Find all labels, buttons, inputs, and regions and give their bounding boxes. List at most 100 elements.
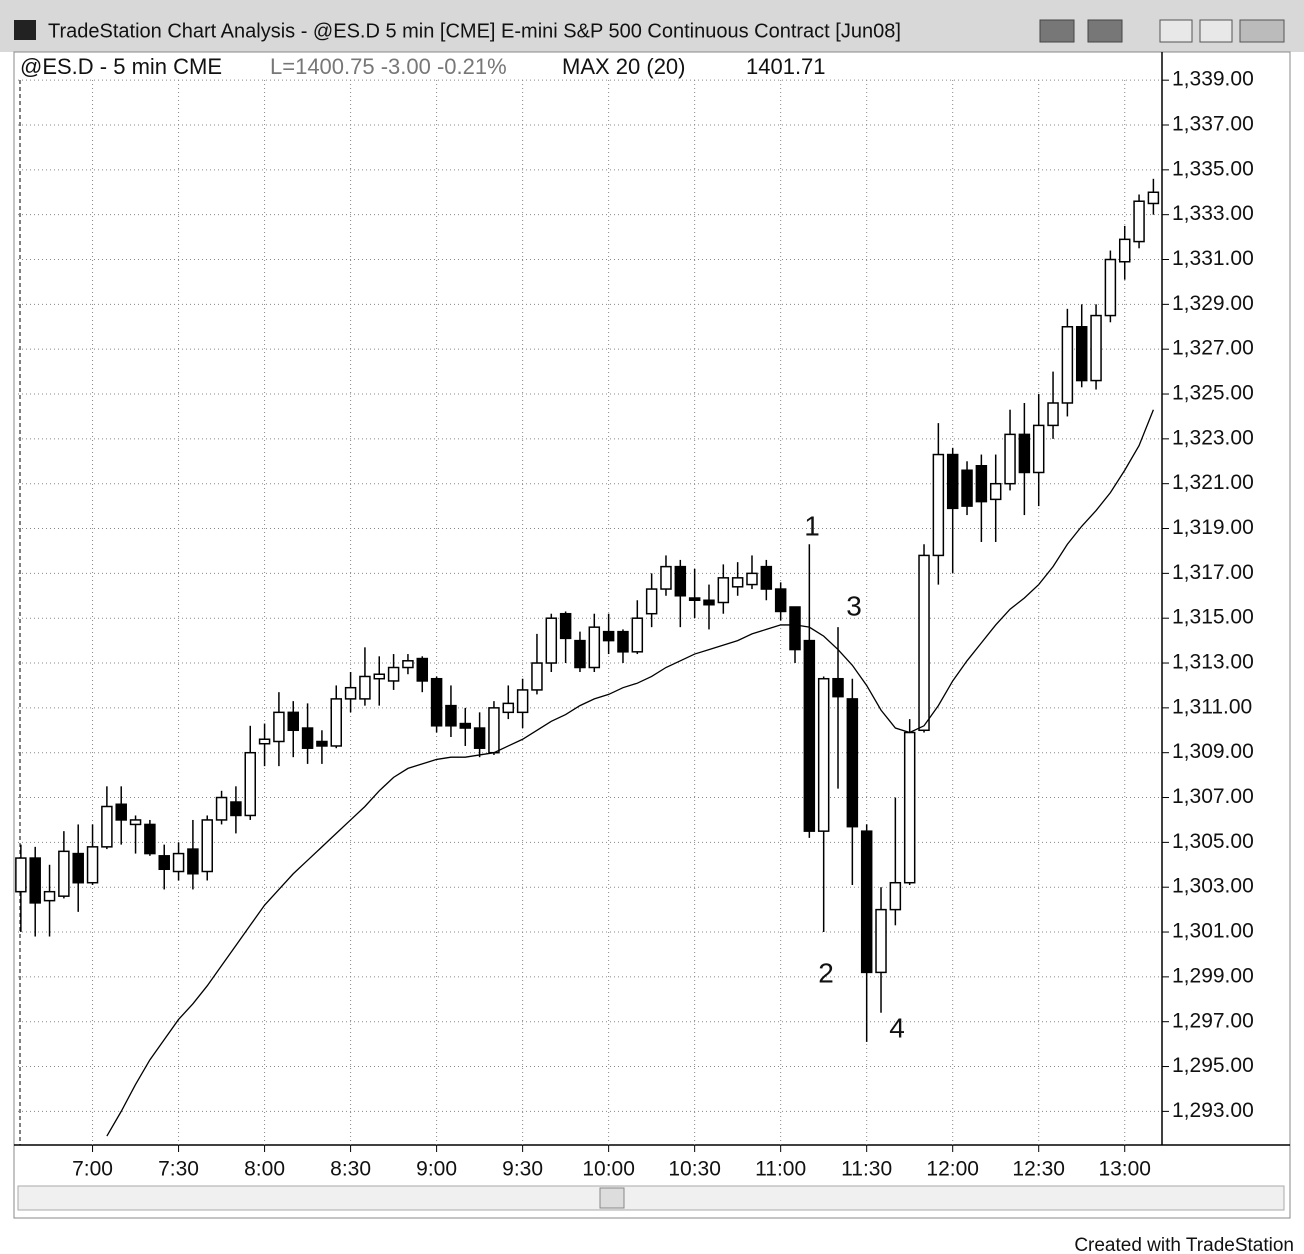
candle-body	[760, 565, 773, 590]
candle-body	[129, 819, 142, 826]
candle-body	[789, 606, 801, 651]
candle-body	[889, 881, 902, 911]
maximize-button[interactable]	[1199, 19, 1233, 43]
symbol-label: @ES.D - 5 min CME	[20, 54, 222, 79]
candle-body	[502, 702, 515, 714]
y-tick-label: 1,305.00	[1172, 830, 1254, 853]
x-tick-label: 7:30	[158, 1158, 199, 1181]
candle-body	[215, 796, 228, 821]
candle-body	[989, 482, 1002, 501]
annotation: 4	[889, 1012, 905, 1043]
x-tick-label: 11:00	[755, 1158, 806, 1181]
candle-body	[72, 852, 84, 884]
candle-body	[961, 469, 973, 507]
candle-body	[144, 823, 156, 855]
y-tick-label: 1,323.00	[1172, 426, 1254, 449]
candle-body	[803, 639, 816, 832]
annotation: 2	[818, 957, 834, 988]
x-tick-label: 12:30	[1012, 1158, 1065, 1181]
insert-button[interactable]	[1087, 19, 1123, 43]
candle-body	[1133, 200, 1145, 243]
annotation: 1	[804, 510, 820, 541]
candle-body	[1090, 314, 1102, 382]
y-tick-label: 1,297.00	[1172, 1009, 1254, 1032]
candle-body	[373, 673, 386, 680]
candle-body	[660, 565, 672, 590]
candle-body	[832, 677, 844, 698]
y-tick-label: 1,339.00	[1172, 68, 1254, 91]
candle-body	[1147, 191, 1160, 205]
candle-body	[86, 846, 99, 884]
candle-body	[817, 677, 830, 832]
candle-body	[688, 597, 701, 602]
candle-body	[574, 639, 586, 669]
candle-body	[746, 572, 758, 586]
x-tick-label: 10:00	[582, 1158, 635, 1181]
candle-body	[330, 698, 343, 747]
candle-body	[287, 711, 299, 732]
candle-body	[545, 617, 558, 664]
candle-body	[29, 857, 41, 904]
candle-body	[273, 711, 285, 743]
candle-body	[58, 850, 70, 897]
candle-body	[918, 554, 930, 732]
candle-body	[631, 617, 644, 653]
candle-body	[1118, 238, 1131, 263]
candle-body	[946, 453, 959, 510]
candle-body	[1018, 433, 1031, 474]
y-tick-label: 1,337.00	[1172, 113, 1254, 136]
candle-body	[230, 801, 242, 817]
x-tick-label: 9:00	[416, 1158, 457, 1181]
candle-body	[516, 689, 529, 714]
title-bar	[0, 0, 1304, 52]
x-tick-label: 8:00	[244, 1158, 285, 1181]
y-tick-label: 1,315.00	[1172, 606, 1254, 629]
candle-body	[1061, 326, 1074, 404]
scroll-thumb[interactable]	[599, 1187, 625, 1209]
app-icon	[14, 20, 36, 40]
y-tick-label: 1,321.00	[1172, 471, 1254, 494]
y-tick-label: 1,327.00	[1172, 337, 1254, 360]
candle-body	[416, 657, 429, 682]
y-tick-label: 1,295.00	[1172, 1054, 1254, 1077]
candle-body	[101, 805, 113, 848]
close-button[interactable]	[1239, 19, 1285, 43]
candle-body	[602, 630, 615, 642]
candle-body	[387, 666, 400, 682]
minimize-button[interactable]	[1159, 19, 1193, 43]
candle-body	[344, 686, 357, 700]
candle-body	[731, 577, 744, 588]
candle-body	[717, 577, 730, 604]
candle-body	[15, 857, 27, 893]
candle-body	[430, 677, 443, 727]
candle-body	[158, 855, 170, 871]
x-tick-label: 13:00	[1098, 1158, 1151, 1181]
y-tick-label: 1,317.00	[1172, 561, 1254, 584]
candle-body	[975, 465, 988, 503]
candle-body	[674, 565, 687, 597]
candle-body	[244, 751, 256, 817]
candle-body	[459, 722, 472, 729]
scrollbar[interactable]	[17, 1185, 1285, 1211]
candle-body	[932, 453, 945, 557]
candle-body	[875, 908, 887, 974]
candle-body	[846, 698, 859, 828]
x-tick-label: 10:30	[668, 1158, 721, 1181]
candle-body	[559, 612, 572, 640]
y-tick-label: 1,331.00	[1172, 247, 1254, 270]
candle-body	[1104, 258, 1117, 317]
y-tick-label: 1,313.00	[1172, 651, 1254, 674]
candle-body	[316, 740, 328, 747]
candle-body	[473, 727, 486, 749]
candle-body	[359, 675, 371, 700]
candle-body	[774, 588, 787, 613]
y-tick-label: 1,325.00	[1172, 382, 1254, 405]
y-tick-label: 1,299.00	[1172, 964, 1254, 987]
style-button[interactable]	[1039, 19, 1075, 43]
y-tick-label: 1,335.00	[1172, 157, 1254, 180]
candle-body	[258, 738, 271, 745]
candle-body	[903, 731, 916, 884]
candle-body	[172, 852, 185, 873]
y-tick-label: 1,303.00	[1172, 875, 1254, 898]
